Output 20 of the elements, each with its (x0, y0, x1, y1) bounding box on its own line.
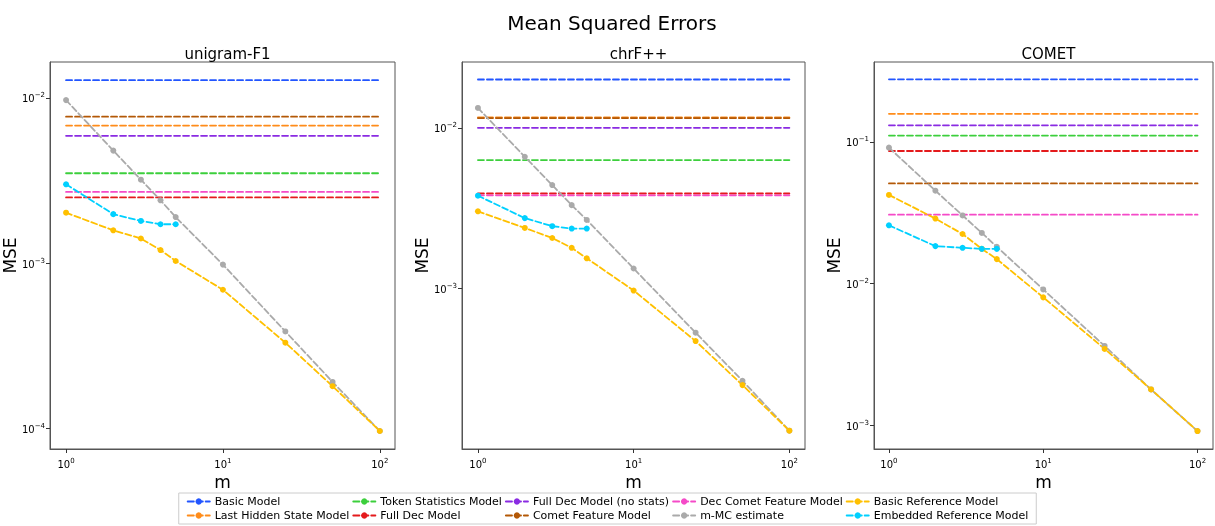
legend-label: m-MC estimate (700, 509, 785, 522)
y-axis-title: MSE (0, 237, 20, 274)
chart-title: COMET (1021, 44, 1077, 63)
legend-label: Dec Comet Feature Model (700, 495, 843, 508)
legend-label: Full Dec Model (380, 509, 461, 522)
chart-title: unigram-F1 (184, 44, 271, 63)
legend-label: Comet Feature Model (532, 509, 651, 522)
y-axis-title: MSE (411, 237, 432, 274)
legend-label: Full Dec Model (no stats) (532, 495, 670, 508)
x-axis-title: m (1035, 472, 1052, 493)
text: Mean Squared Errors (507, 11, 717, 35)
legend-label: Basic Model (214, 495, 281, 508)
legend-label: Token Statistics Model (379, 495, 502, 508)
legend-label: Last Hidden State Model (214, 509, 350, 522)
chart-title: chrF++ (609, 44, 668, 63)
y-axis-title: MSE (823, 237, 844, 274)
legend-label: Basic Reference Model (873, 495, 999, 508)
x-axis-title: m (214, 472, 231, 493)
legend-label: Embedded Reference Model (873, 509, 1029, 522)
x-axis-title: m (625, 472, 642, 493)
